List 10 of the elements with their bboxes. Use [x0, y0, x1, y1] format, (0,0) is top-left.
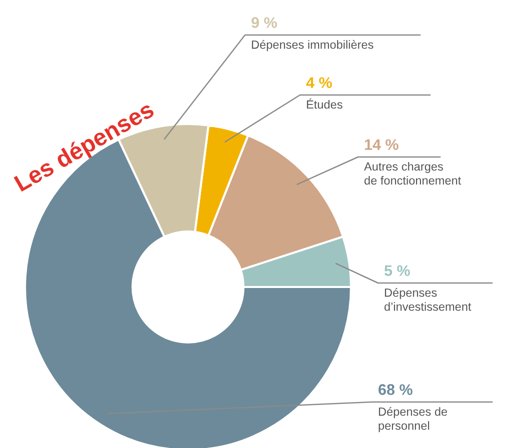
data-label: 68 %	[378, 384, 412, 395]
slice-label: Dépenses de personnel	[378, 407, 448, 432]
slice-label: Autres charges de fonctionnement	[364, 162, 462, 185]
slice-label: Dépenses d’investissement	[384, 288, 472, 311]
data-label: 14 %	[364, 139, 398, 150]
slice-label: Études	[306, 98, 342, 109]
slice-label: Dépenses immobilières	[252, 40, 374, 52]
data-label: 9 %	[252, 17, 277, 28]
data-label: 5 %	[384, 265, 410, 276]
data-label: 4 %	[306, 77, 332, 88]
